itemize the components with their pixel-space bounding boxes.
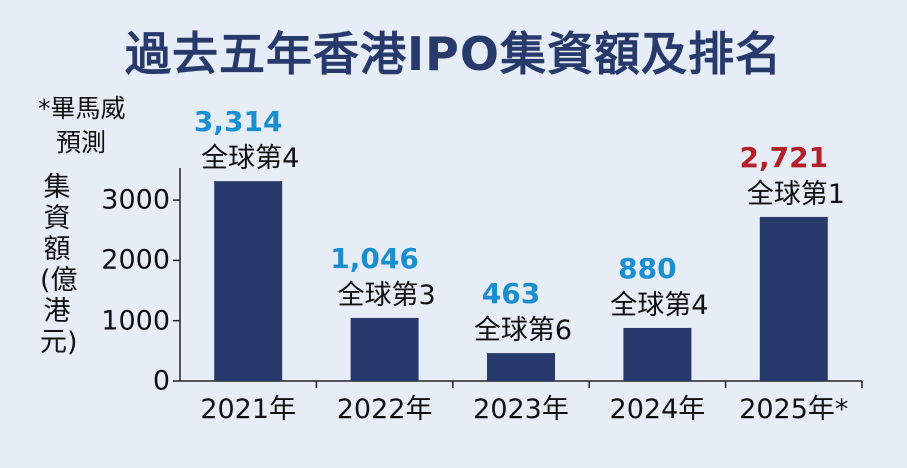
forecast-note-line2: 預測 — [56, 128, 107, 157]
rank-label: 全球第6 — [474, 315, 572, 346]
bar — [214, 181, 283, 381]
x-tick-label: 2023年 — [473, 394, 569, 425]
chart-title: 過去五年香港IPO集資額及排名 — [125, 27, 782, 81]
rank-label: 全球第4 — [610, 290, 708, 321]
rank-label: 全球第4 — [201, 143, 299, 174]
y-tick-label: 1000 — [101, 305, 170, 337]
x-tick-label: 2022年 — [337, 394, 433, 425]
forecast-note: *畢馬威 預測 — [38, 92, 158, 160]
data-label: 2,721 — [740, 141, 829, 174]
y-tick-label: 3000 — [101, 184, 170, 216]
x-tick-label: 2024年 — [610, 394, 706, 425]
x-tick-label: 2025年* — [739, 394, 848, 425]
y-tick-label: 0 — [152, 365, 170, 397]
data-label: 880 — [618, 252, 676, 285]
x-tick-label: 2021年 — [200, 394, 296, 425]
bar — [350, 317, 419, 381]
rank-label: 全球第3 — [338, 280, 436, 311]
bar — [487, 353, 555, 381]
forecast-note-line1: *畢馬威 — [38, 94, 126, 123]
data-label: 1,046 — [330, 242, 419, 275]
y-axis-label: 集資額(億港元) — [40, 172, 78, 358]
data-label: 3,314 — [194, 105, 283, 138]
y-tick-label: 2000 — [101, 244, 170, 276]
data-label: 463 — [482, 277, 540, 310]
bar — [623, 327, 692, 381]
rank-label: 全球第1 — [747, 179, 845, 210]
bar — [759, 216, 828, 381]
